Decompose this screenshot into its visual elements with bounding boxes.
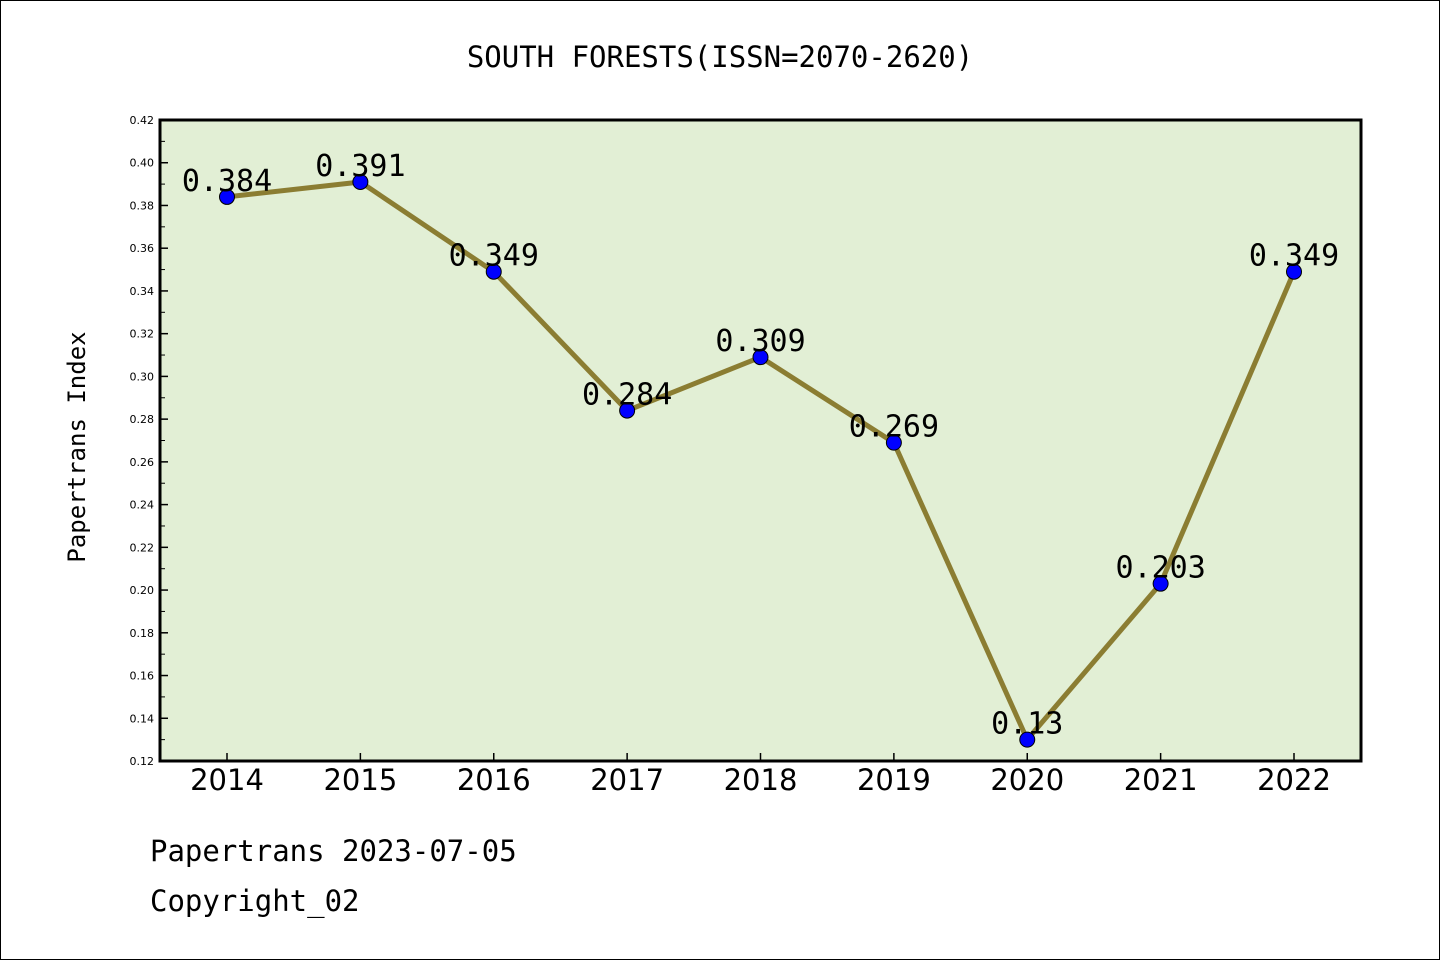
data-label: 0.391 [315, 149, 405, 184]
footer-date: Papertrans 2023-07-05 [150, 834, 517, 868]
y-tick-label: 0.12 [130, 755, 155, 768]
y-tick-label: 0.26 [130, 456, 155, 469]
y-tick-label: 0.42 [130, 114, 155, 127]
y-tick-label: 0.34 [130, 285, 155, 298]
data-markers [219, 173, 1302, 748]
y-tick-label: 0.28 [130, 413, 155, 426]
data-label: 0.349 [449, 239, 539, 274]
y-tick-label: 0.20 [130, 584, 155, 597]
y-tick-label: 0.22 [130, 541, 155, 554]
data-label: 0.203 [1115, 551, 1205, 586]
data-point [619, 402, 636, 419]
data-label: 0.384 [182, 164, 272, 199]
x-tick-label: 2018 [724, 763, 798, 797]
data-label: 0.269 [849, 410, 939, 445]
y-tick-label: 0.30 [130, 370, 155, 383]
y-axis-label: Papertrans Index [63, 331, 91, 562]
x-tick-label: 2015 [323, 763, 397, 797]
y-axis-ticks: 0.12 0.14 0.16 0.18 0.20 0.22 0.24 0.26 0.28 0.30… [130, 114, 168, 768]
data-point [1286, 263, 1302, 280]
y-tick-label: 0.18 [130, 627, 155, 640]
data-point [219, 188, 235, 205]
x-axis-ticks: 2014 2015 2016 2017 2018 2019 2020 2021 2022 [190, 753, 1331, 797]
x-tick-label: 2016 [457, 763, 531, 797]
data-label: 0.349 [1249, 239, 1339, 274]
data-point [485, 263, 502, 280]
data-point [1019, 731, 1036, 748]
x-tick-label: 2017 [590, 763, 664, 797]
x-tick-label: 2014 [190, 763, 264, 797]
footer-copyright: Copyright_02 [150, 884, 360, 918]
data-label: 0.13 [991, 707, 1063, 742]
chart-title: SOUTH FORESTS(ISSN=2070-2620) [467, 40, 973, 74]
y-tick-label: 0.40 [130, 157, 155, 170]
y-tick-label: 0.36 [130, 242, 155, 255]
data-point [752, 349, 769, 366]
data-point [352, 173, 369, 190]
y-tick-label: 0.14 [130, 712, 155, 725]
data-point [885, 434, 902, 451]
data-labels: 0.384 0.391 0.349 0.284 0.309 0.269 0.13 0.203 0… [182, 149, 1339, 742]
data-point [1152, 575, 1169, 592]
y-tick-label: 0.32 [130, 328, 155, 341]
y-tick-label: 0.16 [130, 670, 155, 683]
data-label: 0.309 [715, 324, 805, 359]
plot-area [158, 118, 1363, 763]
x-tick-label: 2020 [990, 763, 1064, 797]
x-tick-label: 2021 [1124, 763, 1198, 797]
y-tick-label: 0.38 [130, 199, 155, 212]
x-tick-label: 2019 [857, 763, 931, 797]
data-label: 0.284 [582, 378, 672, 413]
y-tick-label: 0.24 [130, 499, 155, 512]
x-tick-label: 2022 [1257, 763, 1331, 797]
